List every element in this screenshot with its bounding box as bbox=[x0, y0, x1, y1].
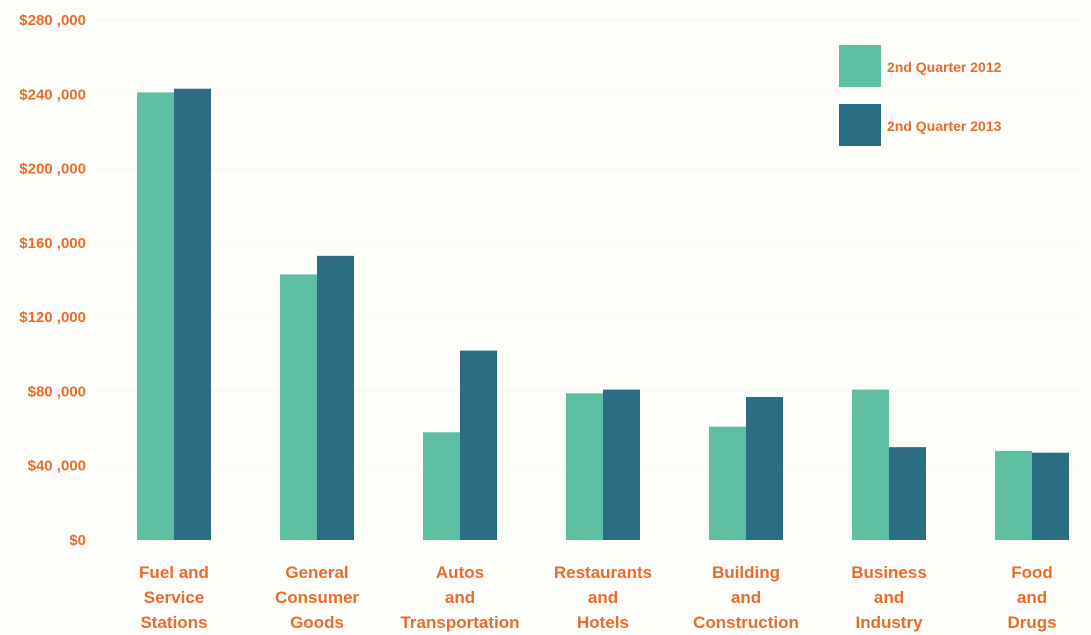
y-tick-label-7: $280 ,000 bbox=[19, 12, 86, 29]
legend-swatch-0 bbox=[839, 45, 881, 87]
y-tick-label-0: $0 bbox=[69, 532, 86, 549]
bar-3-series-1 bbox=[603, 389, 640, 540]
x-category-label-0: Fuel and Service Stations bbox=[139, 563, 209, 632]
x-category-label-line: Service bbox=[144, 588, 205, 607]
x-category-label-line: Fuel and bbox=[139, 563, 209, 582]
x-category-label-line: Business bbox=[851, 563, 927, 582]
x-category-label-line: and bbox=[874, 588, 904, 607]
x-category-label-line: Drugs bbox=[1007, 613, 1056, 632]
bar-2-series-1 bbox=[460, 350, 497, 540]
bar-1-series-1 bbox=[317, 255, 354, 540]
x-category-label-line: Consumer bbox=[275, 588, 359, 607]
bars bbox=[137, 88, 1069, 540]
legend: 2nd Quarter 2012 2nd Quarter 2013 bbox=[839, 45, 1002, 146]
x-category-label-line: and bbox=[445, 588, 475, 607]
x-category-label-line: Hotels bbox=[577, 613, 629, 632]
x-category-label-line: Stations bbox=[140, 613, 207, 632]
x-category-label-line: Transportation bbox=[400, 613, 519, 632]
legend-label-1: 2nd Quarter 2013 bbox=[887, 118, 1002, 134]
bar-0-series-0 bbox=[137, 92, 174, 540]
x-category-label-3: Restaurants and Hotels bbox=[554, 563, 652, 632]
x-category-label-line: and bbox=[1017, 588, 1047, 607]
x-category-label-6: Food and Drugs bbox=[1007, 563, 1056, 632]
bar-6-series-1 bbox=[1032, 452, 1069, 540]
bar-0-series-1 bbox=[174, 88, 211, 540]
x-category-label-line: Food bbox=[1011, 563, 1053, 582]
x-category-label-line: Autos bbox=[436, 563, 484, 582]
bar-4-series-1 bbox=[746, 397, 783, 540]
y-tick-label-1: $40 ,000 bbox=[28, 458, 86, 475]
x-category-label-line: Goods bbox=[290, 613, 344, 632]
x-category-label-5: Business and Industry bbox=[851, 563, 927, 632]
bar-5-series-1 bbox=[889, 447, 926, 540]
bar-6-series-0 bbox=[995, 450, 1032, 540]
x-category-label-line: and bbox=[588, 588, 618, 607]
x-category-label-2: Autos and Transportation bbox=[400, 563, 519, 632]
bar-1-series-0 bbox=[280, 274, 317, 540]
x-category-label-line: Building bbox=[712, 563, 780, 582]
x-category-label-line: Construction bbox=[693, 613, 799, 632]
y-tick-label-6: $240 ,000 bbox=[19, 86, 86, 103]
x-category-label-line: General bbox=[285, 563, 348, 582]
x-category-label-line: Restaurants bbox=[554, 563, 652, 582]
x-axis: Fuel and Service Stations General Consumer Go… bbox=[139, 563, 1057, 632]
legend-swatch-1 bbox=[839, 104, 881, 146]
y-tick-label-3: $120 ,000 bbox=[19, 309, 86, 326]
y-tick-label-2: $80 ,000 bbox=[28, 383, 86, 400]
y-axis: $0 $40 ,000 $80 ,000 $120 ,000 $160 ,000 $200… bbox=[19, 12, 86, 549]
bar-5-series-0 bbox=[852, 389, 889, 540]
x-category-label-line: and bbox=[731, 588, 761, 607]
grid-lines bbox=[95, 19, 1085, 467]
x-category-label-line: Industry bbox=[855, 613, 923, 632]
y-tick-label-5: $200 ,000 bbox=[19, 161, 86, 178]
legend-label-0: 2nd Quarter 2012 bbox=[887, 59, 1002, 75]
bar-3-series-0 bbox=[566, 393, 603, 540]
y-tick-label-4: $160 ,000 bbox=[19, 235, 86, 252]
bar-2-series-0 bbox=[423, 432, 460, 540]
bar-4-series-0 bbox=[709, 426, 746, 540]
x-category-label-1: General Consumer Goods bbox=[275, 563, 359, 632]
x-category-label-4: Building and Construction bbox=[693, 563, 799, 632]
